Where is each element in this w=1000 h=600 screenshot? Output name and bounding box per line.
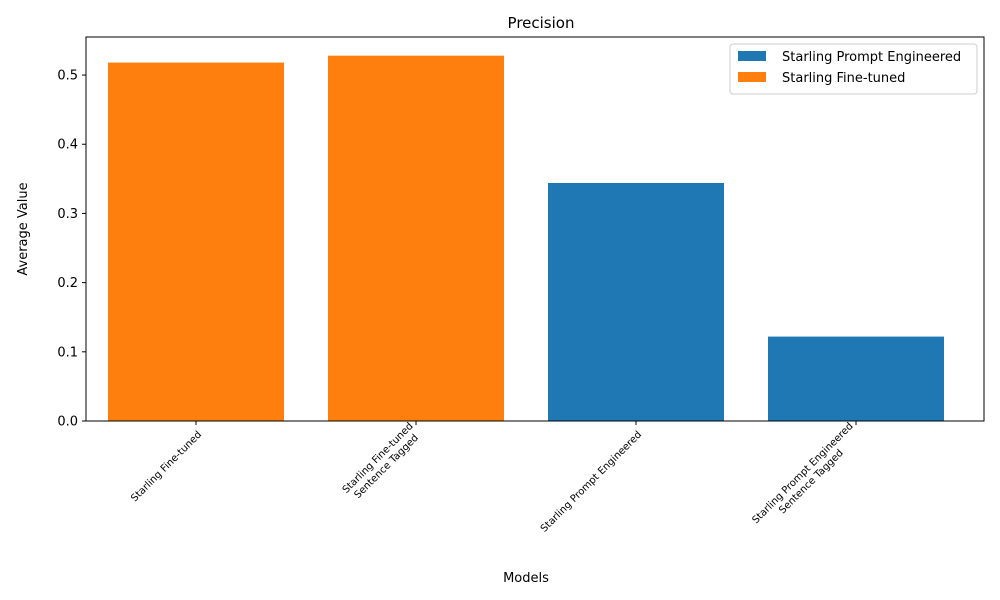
y-tick-label: 0.5 (57, 69, 78, 84)
x-tick-label-line: Starling Prompt Engineered (539, 429, 644, 534)
bar-1 (108, 62, 284, 421)
x-tick-label-1: Starling Fine-tuned (129, 429, 204, 504)
y-tick-label: 0.1 (57, 345, 78, 360)
plot-frame (85, 36, 985, 422)
x-axis-ticks: Starling Fine-tuned Starling Fine-tunedSe… (129, 421, 864, 535)
bar-3 (548, 182, 724, 421)
x-tick-label-line: Starling Prompt Engineered (750, 421, 855, 526)
y-tick-label: 0.3 (57, 207, 78, 222)
y-axis-ticks: 0.0 0.1 0.2 0.3 0.4 0.5 (57, 69, 86, 430)
bar-4 (768, 336, 944, 421)
x-tick-label-3: Starling Prompt Engineered (539, 429, 644, 534)
chart-title: Precision (508, 14, 575, 32)
x-tick-label-line: Starling Fine-tuned (341, 421, 416, 496)
legend: Starling Prompt Engineered Starling Fine… (729, 43, 978, 95)
y-tick-label: 0.0 (57, 415, 78, 430)
x-tick-label-4: Starling Prompt EngineeredSentence Tagge… (750, 421, 864, 535)
legend-box (729, 43, 978, 95)
legend-label-fine-tuned: Starling Fine-tuned (782, 71, 905, 86)
bar-2 (328, 55, 504, 421)
y-tick-label: 0.2 (57, 276, 78, 291)
y-tick-label: 0.4 (57, 138, 78, 153)
bars-group (108, 55, 944, 421)
legend-label-prompt-engineered: Starling Prompt Engineered (782, 50, 961, 65)
x-tick-label-line: Starling Fine-tuned (129, 429, 204, 504)
legend-swatch-prompt-engineered (738, 51, 766, 61)
legend-swatch-fine-tuned (738, 72, 766, 82)
x-tick-label-2: Starling Fine-tunedSentence Tagged (341, 421, 424, 504)
x-axis-label: Models (503, 571, 549, 586)
y-axis-label: Average Value (16, 182, 31, 275)
